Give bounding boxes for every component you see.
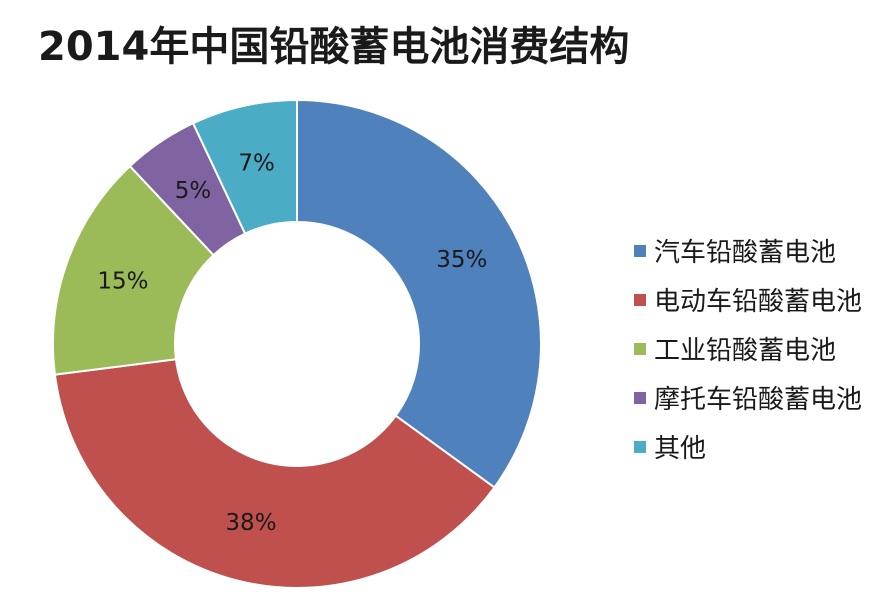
- data-label-motorcycle: 5%: [175, 178, 212, 204]
- legend-swatch: [634, 244, 646, 257]
- legend-label: 其他: [654, 434, 707, 464]
- slice-ebike: [53, 358, 496, 589]
- legend-item-other: 其他: [634, 422, 862, 471]
- data-label-car: 35%: [436, 247, 487, 273]
- legend-label: 汽车铅酸蓄电池: [654, 238, 837, 268]
- slices-group: [52, 98, 542, 589]
- slice-industrial: [52, 164, 215, 376]
- legend-item-industrial: 工业铅酸蓄电池: [634, 324, 862, 373]
- data-label-industrial: 15%: [97, 268, 148, 294]
- legend-label: 摩托车铅酸蓄电池: [654, 385, 863, 415]
- data-label-other: 7%: [238, 150, 275, 176]
- chart-title: 2014年中国铅酸蓄电池消费结构: [38, 24, 630, 70]
- slice-other: [191, 98, 298, 235]
- legend-item-car: 汽车铅酸蓄电池: [634, 226, 862, 275]
- legend-item-ebike: 电动车铅酸蓄电池: [634, 275, 862, 324]
- slice-car: [296, 98, 542, 489]
- legend: 汽车铅酸蓄电池 电动车铅酸蓄电池 工业铅酸蓄电池 摩托车铅酸蓄电池 其他: [634, 226, 862, 471]
- legend-swatch: [634, 342, 646, 355]
- legend-swatch: [634, 440, 646, 453]
- legend-label: 电动车铅酸蓄电池: [654, 287, 863, 317]
- legend-label: 工业铅酸蓄电池: [654, 336, 837, 366]
- labels-group: 35% 38% 15% 5% 7%: [97, 150, 487, 536]
- legend-swatch: [634, 391, 646, 404]
- legend-swatch: [634, 293, 646, 306]
- legend-item-motorcycle: 摩托车铅酸蓄电池: [634, 373, 862, 422]
- data-label-ebike: 38%: [225, 510, 276, 536]
